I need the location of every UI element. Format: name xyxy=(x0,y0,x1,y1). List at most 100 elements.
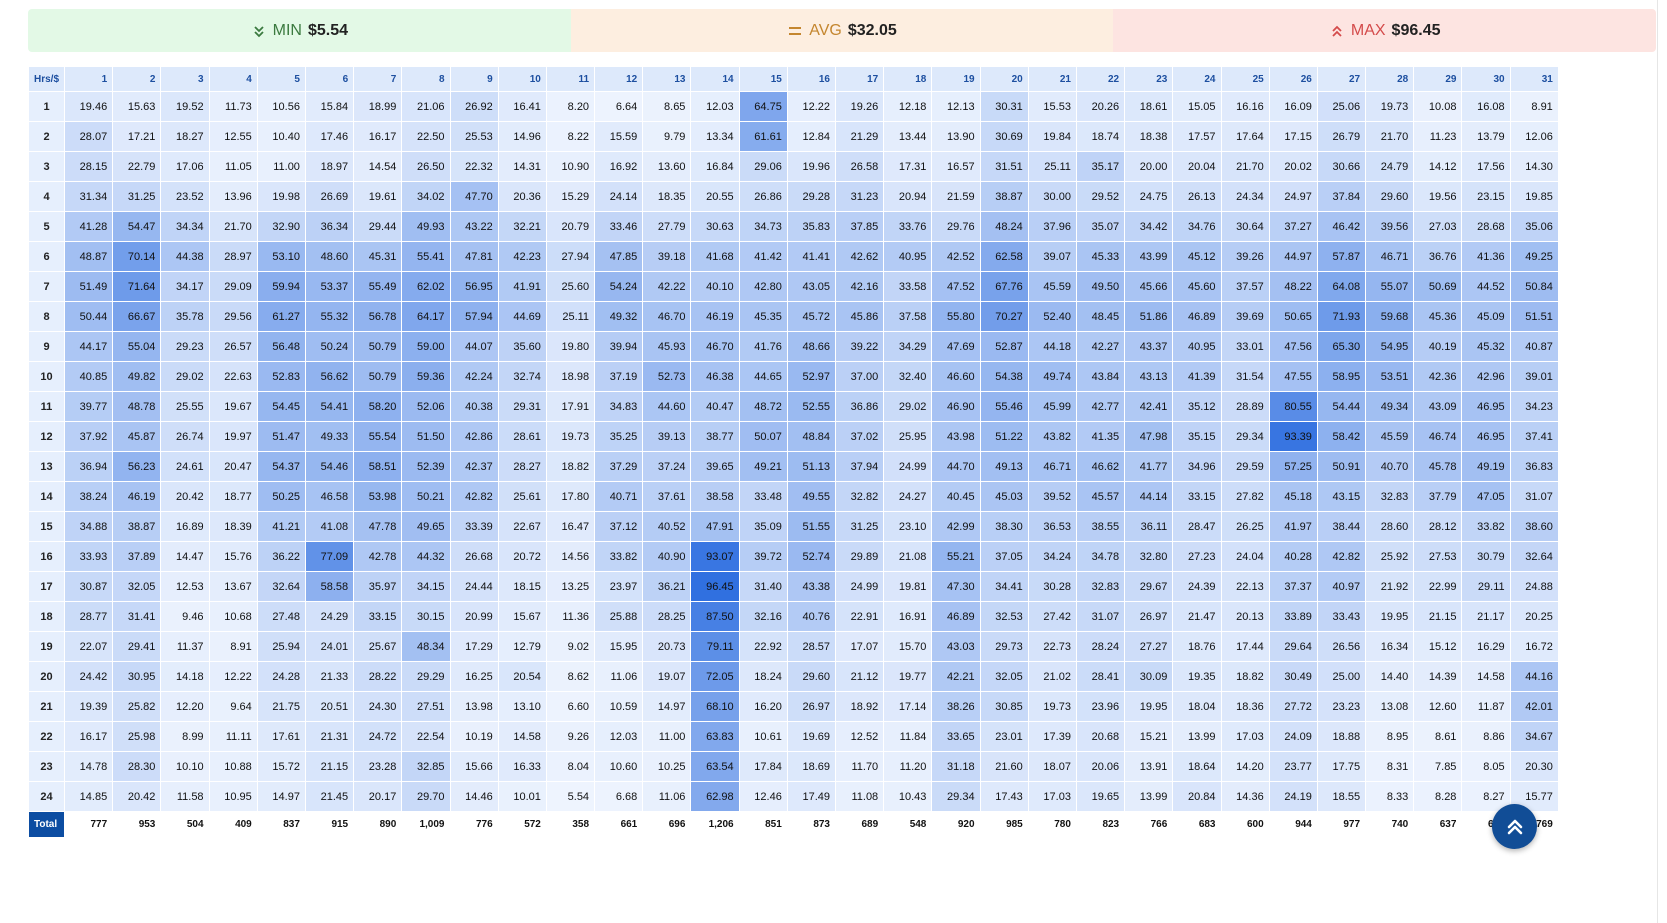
price-cell: 45.59 xyxy=(1027,271,1077,302)
price-cell: 30.28 xyxy=(1027,571,1077,602)
price-cell: 37.84 xyxy=(1316,181,1367,212)
price-cell: 30.49 xyxy=(1268,661,1318,692)
price-cell: 46.89 xyxy=(1172,301,1222,332)
day-header: 23 xyxy=(1124,66,1174,92)
price-cell: 29.02 xyxy=(883,391,933,422)
table-row: 10 40.85 49.82 29.02 22.63 52.83 56.62 50.79 59.… xyxy=(28,361,1559,392)
price-cell: 8.62 xyxy=(545,661,596,692)
price-cell: 27.42 xyxy=(1027,601,1077,632)
table-row: 2 28.07 17.21 18.27 12.55 10.40 17.46 16.17 22.5… xyxy=(28,121,1559,152)
price-cell: 46.90 xyxy=(931,391,981,422)
price-cell: 13.96 xyxy=(208,181,258,212)
price-cell: 13.34 xyxy=(690,121,740,152)
price-cell: 26.68 xyxy=(449,541,499,572)
price-cell: 14.20 xyxy=(1220,751,1270,782)
price-cell: 44.69 xyxy=(497,301,547,332)
price-cell: 10.95 xyxy=(208,781,258,812)
total-cell: 977 xyxy=(1316,811,1367,838)
price-cell: 32.05 xyxy=(112,571,162,602)
price-cell: 59.36 xyxy=(401,361,451,392)
price-cell: 22.92 xyxy=(738,631,788,662)
price-cell: 57.25 xyxy=(1268,451,1318,482)
price-cell: 58.95 xyxy=(1316,361,1367,392)
price-cell: 28.25 xyxy=(642,601,692,632)
price-cell: 16.84 xyxy=(690,151,740,182)
price-cell: 11.73 xyxy=(208,91,258,122)
price-cell: 80.55 xyxy=(1268,391,1318,422)
price-cell: 17.75 xyxy=(1316,751,1367,782)
price-cell: 46.89 xyxy=(931,601,981,632)
price-cell: 24.27 xyxy=(883,481,933,512)
price-cell: 35.07 xyxy=(1075,211,1126,242)
price-cell: 33.46 xyxy=(594,211,644,242)
total-cell: 890 xyxy=(353,811,403,838)
price-cell: 12.18 xyxy=(883,91,933,122)
price-cell: 51.47 xyxy=(256,421,306,452)
price-cell: 42.16 xyxy=(834,271,885,302)
price-cell: 14.18 xyxy=(160,661,210,692)
day-header: 12 xyxy=(594,66,644,92)
scroll-to-top-button[interactable] xyxy=(1492,804,1537,849)
price-cell: 17.43 xyxy=(979,781,1029,812)
price-cell: 10.08 xyxy=(1413,91,1463,122)
price-cell: 65.30 xyxy=(1316,331,1367,362)
price-cell: 10.43 xyxy=(883,781,933,812)
price-cell: 26.13 xyxy=(1172,181,1222,212)
price-cell: 19.97 xyxy=(208,421,258,452)
price-cell: 20.25 xyxy=(1509,601,1559,632)
price-cell: 32.85 xyxy=(401,751,451,782)
price-cell: 6.60 xyxy=(545,691,596,722)
price-cell: 42.78 xyxy=(353,541,403,572)
price-cell: 28.12 xyxy=(1413,511,1463,542)
price-cell: 8.04 xyxy=(545,751,596,782)
price-cell: 14.58 xyxy=(497,721,547,752)
price-cell: 14.30 xyxy=(1509,151,1559,182)
price-cell: 16.25 xyxy=(449,661,499,692)
price-cell: 19.39 xyxy=(63,691,114,722)
price-cell: 16.33 xyxy=(497,751,547,782)
price-cell: 8.91 xyxy=(1509,91,1559,122)
price-cell: 17.46 xyxy=(304,121,355,152)
price-cell: 37.89 xyxy=(112,541,162,572)
price-cell: 28.15 xyxy=(63,151,114,182)
price-cell: 18.99 xyxy=(353,91,403,122)
price-cell: 30.31 xyxy=(979,91,1029,122)
price-cell: 41.68 xyxy=(690,241,740,272)
price-cell: 29.34 xyxy=(1220,421,1270,452)
price-cell: 20.73 xyxy=(642,631,692,662)
price-cell: 45.99 xyxy=(1027,391,1077,422)
price-cell: 42.01 xyxy=(1509,691,1559,722)
price-cell: 19.73 xyxy=(1027,691,1077,722)
price-cell: 42.27 xyxy=(1075,331,1126,362)
price-cell: 56.62 xyxy=(304,361,355,392)
price-cell: 36.21 xyxy=(642,571,692,602)
price-cell: 41.08 xyxy=(304,511,355,542)
price-cell: 18.74 xyxy=(1075,121,1126,152)
price-cell: 49.82 xyxy=(112,361,162,392)
day-header: 7 xyxy=(353,66,403,92)
price-cell: 47.91 xyxy=(690,511,740,542)
total-cell: 985 xyxy=(979,811,1029,838)
price-cell: 21.92 xyxy=(1365,571,1415,602)
price-cell: 19.07 xyxy=(642,661,692,692)
price-cell: 37.00 xyxy=(834,361,885,392)
price-cell: 44.32 xyxy=(401,541,451,572)
price-cell: 25.53 xyxy=(449,121,499,152)
hour-label: 13 xyxy=(28,451,65,482)
price-cell: 49.25 xyxy=(1509,241,1559,272)
price-cell: 21.70 xyxy=(1220,151,1270,182)
hour-label: 21 xyxy=(28,691,65,722)
price-cell: 24.19 xyxy=(1268,781,1318,812)
price-cell: 10.40 xyxy=(256,121,306,152)
price-cell: 25.00 xyxy=(1316,661,1367,692)
price-cell: 72.05 xyxy=(690,661,740,692)
price-cell: 18.55 xyxy=(1316,781,1367,812)
price-cell: 43.22 xyxy=(449,211,499,242)
price-cell: 20.17 xyxy=(353,781,403,812)
price-cell: 31.23 xyxy=(834,181,885,212)
price-cell: 21.45 xyxy=(304,781,355,812)
price-cell: 30.95 xyxy=(112,661,162,692)
price-cell: 40.38 xyxy=(449,391,499,422)
price-cell: 51.50 xyxy=(401,421,451,452)
